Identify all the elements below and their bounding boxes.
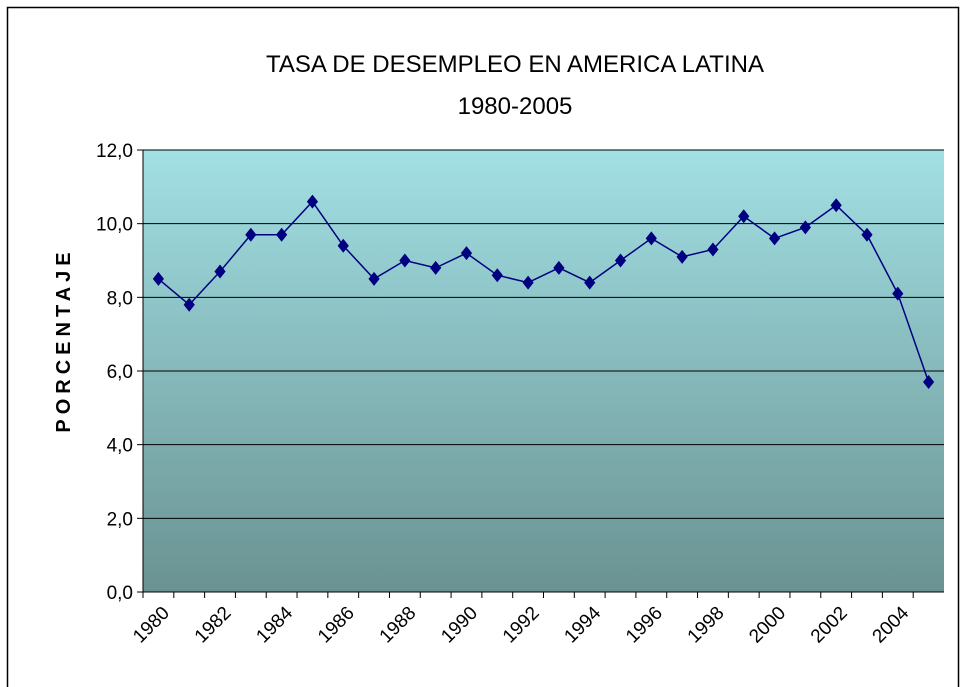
data-point <box>861 227 873 242</box>
data-point <box>430 260 442 275</box>
y-tick-label: 8,0 <box>107 288 133 309</box>
y-tick-label: 0,0 <box>107 583 133 604</box>
data-point <box>768 231 781 246</box>
data-point <box>553 260 565 275</box>
data-point <box>738 209 750 224</box>
data-point <box>892 286 904 301</box>
data-point <box>676 249 688 264</box>
data-point <box>830 198 842 213</box>
data-point <box>707 242 719 257</box>
y-tick-label: 12,0 <box>96 141 133 162</box>
data-point <box>460 246 473 261</box>
data-point <box>306 194 319 209</box>
y-tick-label: 2,0 <box>107 509 133 530</box>
data-point <box>368 271 380 286</box>
data-point <box>214 264 226 279</box>
data-point <box>922 375 935 390</box>
y-tick-label: 6,0 <box>107 362 133 383</box>
data-point <box>645 231 657 246</box>
data-point <box>337 238 349 253</box>
y-tick-label: 10,0 <box>96 215 133 236</box>
data-point <box>245 227 257 242</box>
data-point <box>614 253 627 268</box>
data-point <box>276 227 288 242</box>
chart-subtitle: 1980-2005 <box>458 93 573 120</box>
data-point <box>584 275 596 290</box>
series-line <box>157 200 930 383</box>
data-point <box>799 220 811 235</box>
y-tick-label: 4,0 <box>107 436 133 457</box>
y-axis-label: PORCENTAJE <box>53 247 75 432</box>
data-point <box>399 253 411 268</box>
data-point <box>491 268 503 283</box>
chart-title: TASA DE DESEMPLEO EN AMERICA LATINA <box>266 51 764 78</box>
data-point <box>152 271 165 286</box>
data-point <box>183 297 195 312</box>
data-point <box>522 275 534 290</box>
